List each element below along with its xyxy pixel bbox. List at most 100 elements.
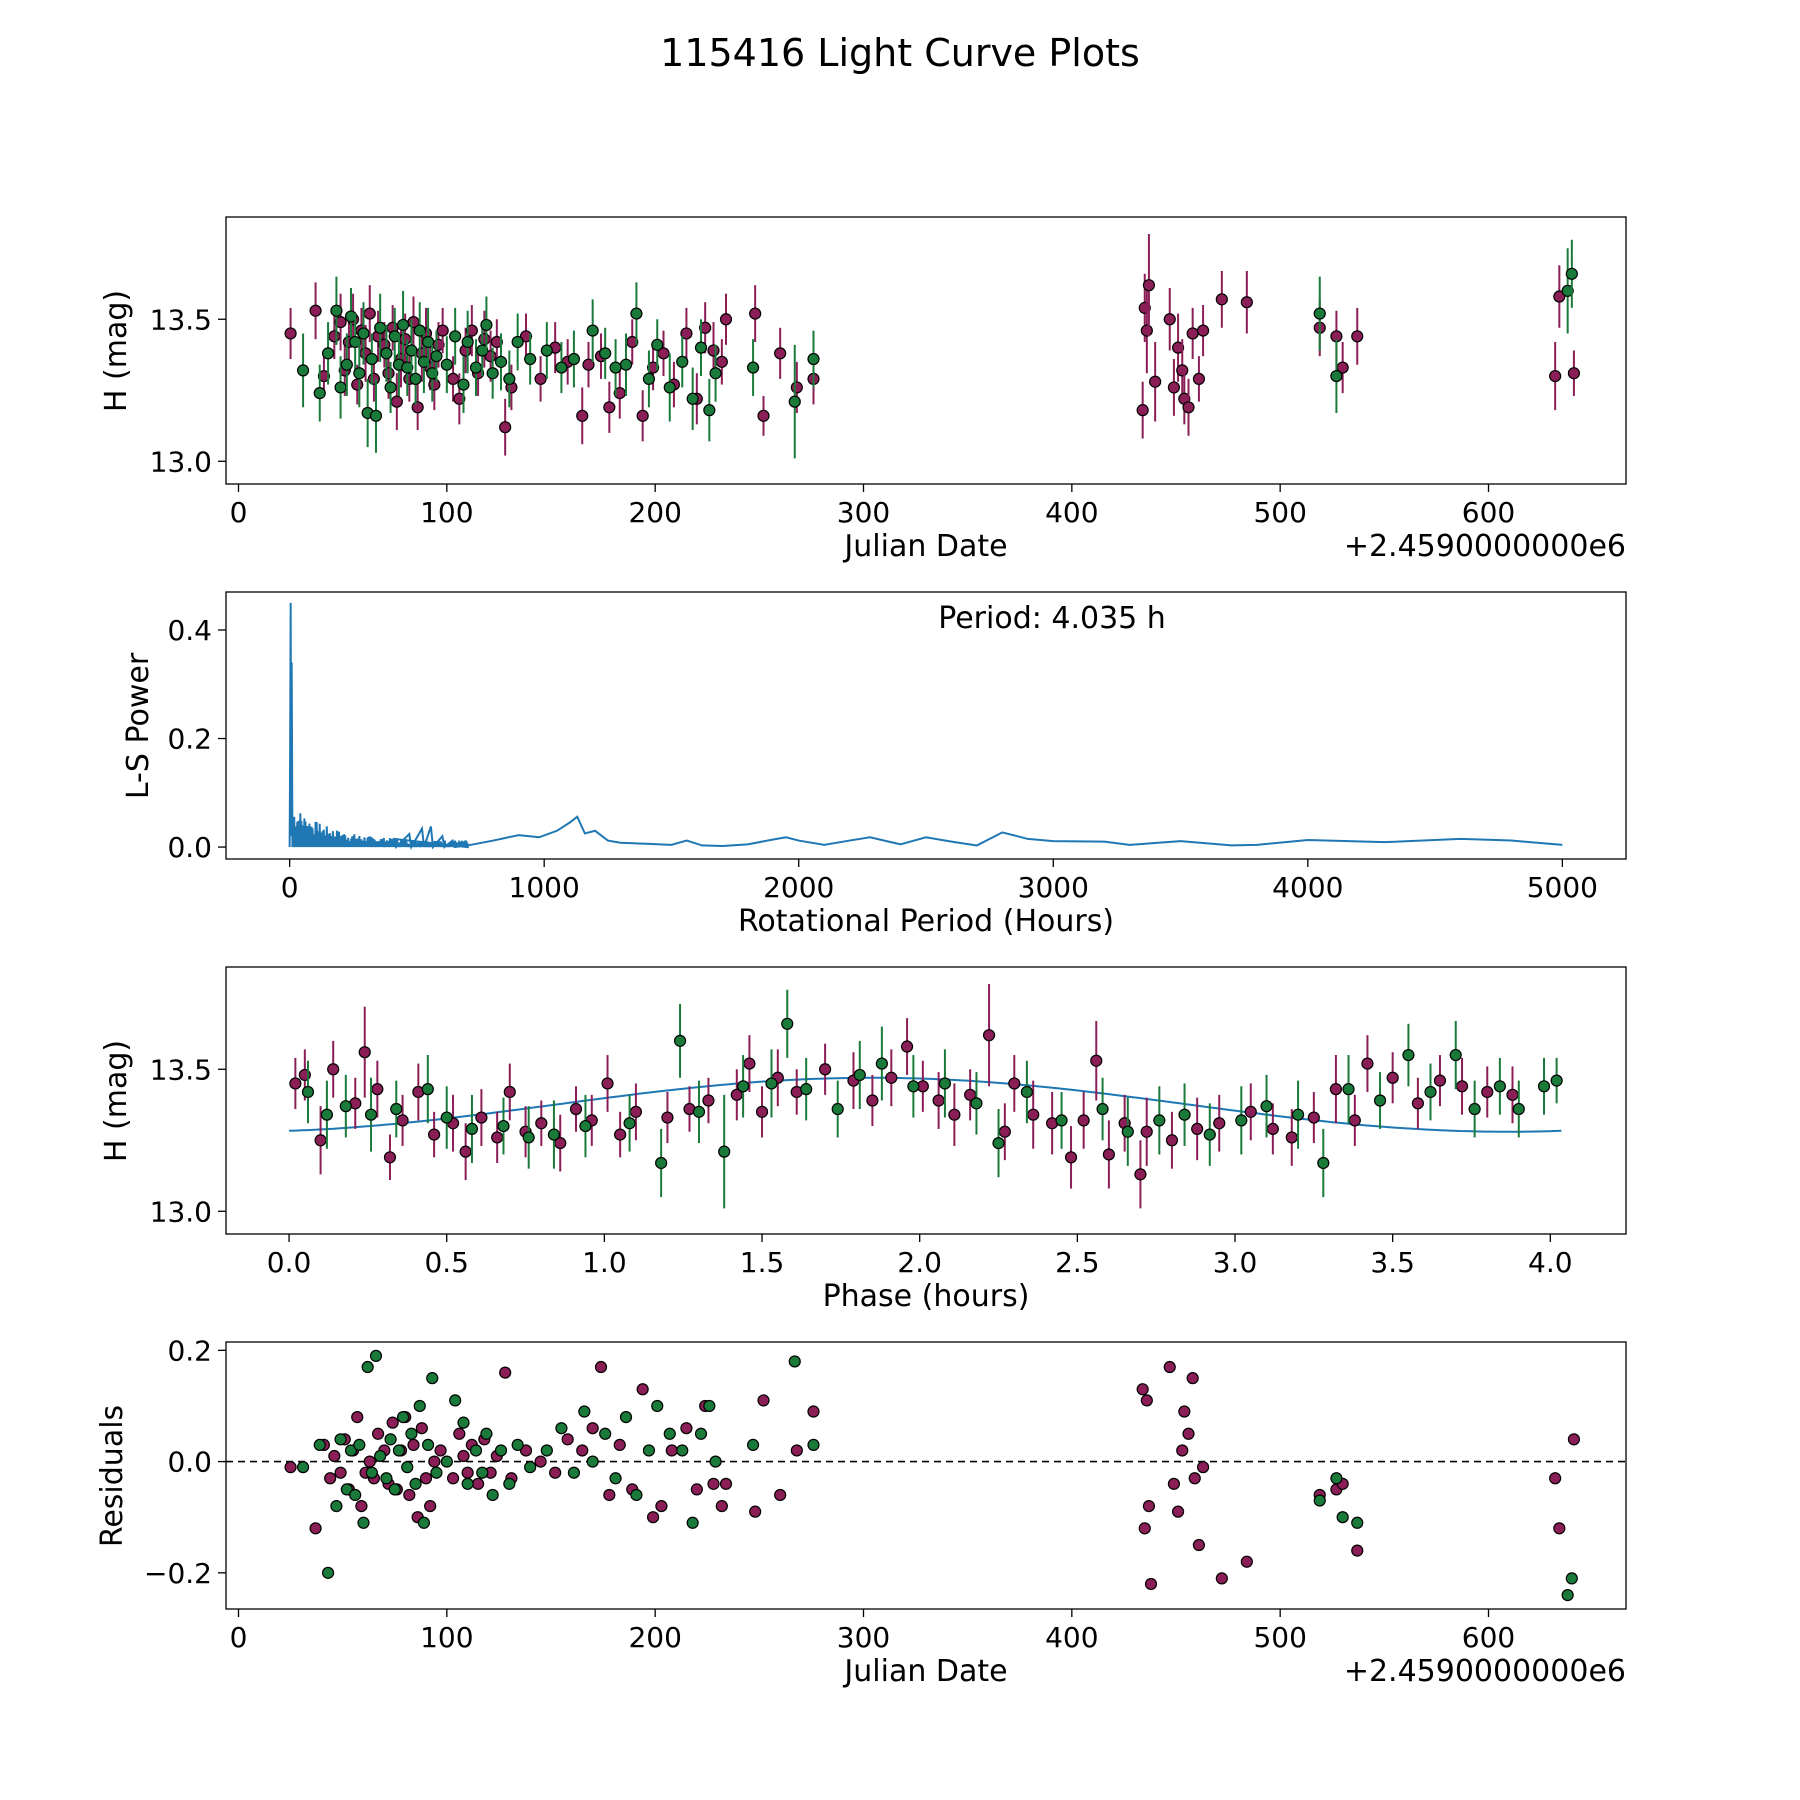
magenta-data-point xyxy=(371,1427,385,1440)
green-data-point xyxy=(511,1438,524,1452)
green-data-point xyxy=(449,1394,462,1407)
green-data-point xyxy=(831,1102,844,1116)
magenta-data-point xyxy=(680,327,693,340)
green-data-point xyxy=(330,1499,343,1513)
green-data-point xyxy=(737,1080,750,1093)
green-data-point xyxy=(426,367,439,380)
green-data-point xyxy=(440,1455,453,1468)
magenta-data-point xyxy=(549,1466,562,1479)
green-data-point xyxy=(457,1416,470,1429)
magenta-data-point xyxy=(1186,1372,1199,1385)
magenta-data-point xyxy=(707,344,720,357)
green-data-point xyxy=(417,355,431,368)
magenta-data-point xyxy=(309,1522,322,1535)
green-data-point xyxy=(330,304,343,317)
magenta-data-point xyxy=(453,392,466,405)
green-data-point xyxy=(1291,1108,1305,1121)
green-data-point xyxy=(692,1105,706,1118)
green-data-point xyxy=(676,355,689,368)
magenta-data-point xyxy=(1142,1499,1156,1513)
magenta-data-point xyxy=(428,1455,441,1468)
magenta-data-point xyxy=(407,1438,420,1452)
magenta-data-point xyxy=(900,1040,914,1053)
magenta-data-point xyxy=(1188,1472,1201,1485)
magenta-data-point xyxy=(499,421,512,434)
green-data-point xyxy=(907,1080,920,1093)
magenta-data-point xyxy=(707,1477,720,1490)
x-tick-label: 0.0 xyxy=(267,1246,312,1279)
y-tick-label: 0.2 xyxy=(167,1334,212,1367)
residuals-ticks: 0 100 200 300 400 500 600 −0.2 0.0 0.2 xyxy=(144,1334,1515,1654)
green-data-point xyxy=(1550,1074,1563,1087)
magenta-data-point xyxy=(982,1029,996,1042)
green-data-point xyxy=(599,347,612,360)
magenta-data-point xyxy=(390,395,403,408)
green-data-point xyxy=(642,1444,656,1457)
magenta-data-point xyxy=(932,1094,945,1107)
green-data-point xyxy=(440,358,453,371)
green-data-point xyxy=(388,1483,401,1496)
magenta-data-point xyxy=(1481,1085,1494,1099)
green-data-point xyxy=(396,318,410,332)
green-data-point xyxy=(401,361,414,374)
magenta-data-point xyxy=(603,401,616,414)
green-data-point xyxy=(800,1083,813,1096)
x-tick-label: 1.5 xyxy=(740,1246,785,1279)
magenta-data-point xyxy=(471,1477,485,1490)
green-data-point xyxy=(1203,1128,1216,1141)
x-tick-label: 200 xyxy=(628,496,681,529)
magenta-data-point xyxy=(1192,1538,1206,1552)
green-data-point xyxy=(344,310,358,323)
magenta-data-point xyxy=(1008,1077,1021,1090)
green-data-point xyxy=(1402,1048,1415,1062)
green-data-point xyxy=(480,1427,493,1440)
green-data-point xyxy=(651,338,664,351)
magenta-data-point xyxy=(1351,1544,1364,1557)
magenta-data-point xyxy=(534,372,547,386)
green-data-point xyxy=(1020,1085,1034,1099)
magenta-data-point xyxy=(661,1111,674,1124)
magenta-data-point xyxy=(535,1117,548,1130)
magenta-data-point xyxy=(715,1499,728,1513)
green-data-point xyxy=(457,378,470,391)
magenta-data-point xyxy=(399,333,412,346)
green-data-point xyxy=(1449,1048,1462,1062)
magenta-data-point xyxy=(284,327,297,340)
magenta-data-point xyxy=(334,1466,347,1479)
magenta-data-point xyxy=(1163,313,1176,326)
green-data-point xyxy=(703,404,716,417)
green-data-point xyxy=(461,335,474,349)
green-data-point xyxy=(1512,1102,1525,1116)
magenta-data-point xyxy=(1307,1111,1320,1124)
magenta-data-point xyxy=(866,1094,879,1107)
magenta-data-point xyxy=(582,358,595,371)
green-data-point xyxy=(853,1068,866,1082)
magenta-data-point xyxy=(655,1499,668,1513)
green-data-point xyxy=(503,372,516,386)
periodogram-panel: 0 1000 2000 3000 4000 5000 0.0 0.2 0.4 Period: 4… xyxy=(121,591,1627,939)
light-curve-xlabel: Julian Date xyxy=(842,529,1007,564)
green-data-point xyxy=(694,1427,708,1440)
magenta-data-point xyxy=(490,335,503,349)
green-data-point xyxy=(642,372,656,386)
green-data-point xyxy=(655,1156,668,1170)
magenta-data-point xyxy=(351,378,364,391)
green-data-point xyxy=(1565,1572,1578,1585)
magenta-data-point xyxy=(314,1134,327,1147)
magenta-data-point xyxy=(594,1360,608,1374)
magenta-data-point xyxy=(719,313,733,326)
x-tick-label: 0 xyxy=(230,1621,248,1654)
green-data-point xyxy=(392,1444,406,1457)
magenta-data-point xyxy=(755,1105,769,1118)
phase-folded-ticks: 0.0 0.5 1.0 1.5 2.0 2.5 3.0 3.5 4.0 13.0 13.5 xyxy=(150,1053,1573,1279)
green-data-point xyxy=(334,1433,347,1446)
green-data-point xyxy=(401,1461,414,1474)
green-data-point xyxy=(469,361,483,374)
green-data-point xyxy=(349,335,362,349)
period-annotation: Period: 4.035 h xyxy=(938,601,1166,636)
green-data-point xyxy=(663,1427,676,1440)
magenta-data-point xyxy=(790,381,803,394)
magenta-data-point xyxy=(534,1455,547,1468)
phase-folded-ylabel: H (mag) xyxy=(99,1040,134,1162)
magenta-data-point xyxy=(328,1449,341,1463)
